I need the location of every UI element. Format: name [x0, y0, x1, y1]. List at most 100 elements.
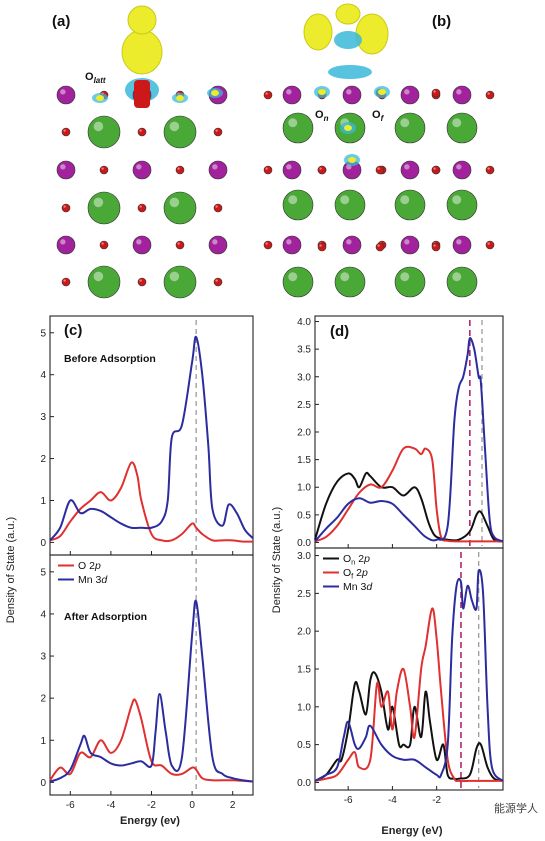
y-axis-label-c: Density of State (a.u.) [5, 517, 17, 623]
o-atom [431, 88, 441, 98]
charge-lobe [344, 125, 352, 131]
la-atom-highlight [400, 118, 410, 128]
structure-panel-a: (a) Olatt [52, 5, 228, 299]
panel-label-a: (a) [52, 13, 70, 30]
la-atom-highlight [169, 271, 180, 282]
o-atom-highlight [177, 242, 180, 245]
series-line-of2p [314, 445, 503, 543]
olatt-label: Olatt [85, 71, 106, 85]
o-atom-highlight [319, 167, 322, 170]
mn-atom [56, 160, 76, 180]
mn-atom-highlight [346, 239, 352, 245]
legend-label-of2p: Of 2p [343, 567, 368, 581]
plot-frame [49, 315, 254, 556]
mn-atom [400, 85, 420, 105]
o-atom [137, 127, 147, 137]
la-atom-highlight [340, 272, 350, 282]
mn-atom-highlight [60, 89, 66, 95]
mn-atom [282, 235, 302, 255]
mn-atom-highlight [404, 164, 410, 170]
o-atom-highlight [487, 167, 490, 170]
series-line-on2p [314, 671, 504, 782]
la-atom-highlight [93, 197, 104, 208]
o-atom [485, 90, 495, 100]
y-tick-label: 2.5 [297, 589, 311, 600]
mn-atom-highlight [286, 239, 292, 245]
series-line-mn3d [49, 335, 254, 541]
o-atom [213, 277, 223, 287]
charge-density-b [303, 3, 389, 79]
la-atom [446, 112, 478, 144]
y-tick-label: 2 [40, 454, 46, 465]
o-atom-highlight [319, 244, 322, 247]
of-label: Of [372, 109, 385, 123]
x-tick-label: 0 [189, 800, 195, 811]
o-atom [61, 127, 71, 137]
series-line-mn3d [314, 568, 504, 782]
mn-atom [452, 85, 472, 105]
la-atom [394, 112, 426, 144]
mn-atom [400, 235, 420, 255]
mn-atom-highlight [286, 164, 292, 170]
y-tick-label: 0.5 [297, 510, 311, 521]
charge-lobe [378, 89, 386, 95]
y-tick-label: 0.0 [297, 538, 311, 549]
o-atom [99, 240, 109, 250]
mn-atom [400, 160, 420, 180]
series-line-o2p [49, 698, 254, 783]
la-atom [446, 189, 478, 221]
mn-atom [342, 235, 362, 255]
o-atom [175, 240, 185, 250]
watermark: 能源学人 [494, 801, 538, 815]
la-atom [394, 189, 426, 221]
mn-atom-highlight [456, 89, 462, 95]
y-tick-label: 1.0 [297, 702, 311, 713]
legend-label-mn3d: Mn 3d [343, 581, 373, 593]
o-atom [213, 203, 223, 213]
la-atom [446, 266, 478, 298]
mn-atom [282, 85, 302, 105]
x-tick-label: -6 [344, 795, 353, 806]
mn-atom [56, 235, 76, 255]
o-atom [485, 165, 495, 175]
o-atom-highlight [101, 242, 104, 245]
o-atom [431, 165, 441, 175]
y-tick-label: 0.0 [297, 778, 311, 789]
x-tick-label: -4 [388, 795, 397, 806]
legend-label-mn3d: Mn 3d [78, 574, 108, 586]
o-atom [431, 242, 441, 252]
o-atom-highlight [139, 129, 142, 132]
o-atom-highlight [101, 167, 104, 170]
la-atom [87, 191, 121, 225]
o-atom [61, 277, 71, 287]
mn-atom [282, 160, 302, 180]
la-atom [334, 266, 366, 298]
panel-label-c: (c) [64, 322, 82, 339]
mn-atom [208, 235, 228, 255]
la-atom [394, 266, 426, 298]
atom-lattice-b [263, 85, 495, 298]
y-tick-label: 3 [40, 412, 46, 423]
dos-panel-c: (c) Density of State (a.u.) Energy (ev) … [5, 315, 254, 827]
o-atom-highlight [63, 129, 66, 132]
y-tick-label: 5 [40, 328, 46, 339]
mn-atom-highlight [346, 89, 352, 95]
charge-lobe [211, 90, 219, 96]
mn-atom [132, 160, 152, 180]
o-atom [263, 240, 273, 250]
mn-atom-highlight [212, 239, 218, 245]
mn-atom-highlight [404, 239, 410, 245]
o-atom-highlight [433, 90, 436, 93]
structure-panel-b: (b) On Of [263, 3, 495, 298]
panel-label-b: (b) [432, 13, 451, 30]
la-atom [282, 266, 314, 298]
mn-atom-highlight [136, 239, 142, 245]
o-atom-highlight [215, 205, 218, 208]
o-atom [375, 242, 385, 252]
o-atom [263, 90, 273, 100]
mn-atom [208, 160, 228, 180]
la-atom-highlight [93, 271, 104, 282]
mn-atom [452, 160, 472, 180]
mn-atom [342, 85, 362, 105]
